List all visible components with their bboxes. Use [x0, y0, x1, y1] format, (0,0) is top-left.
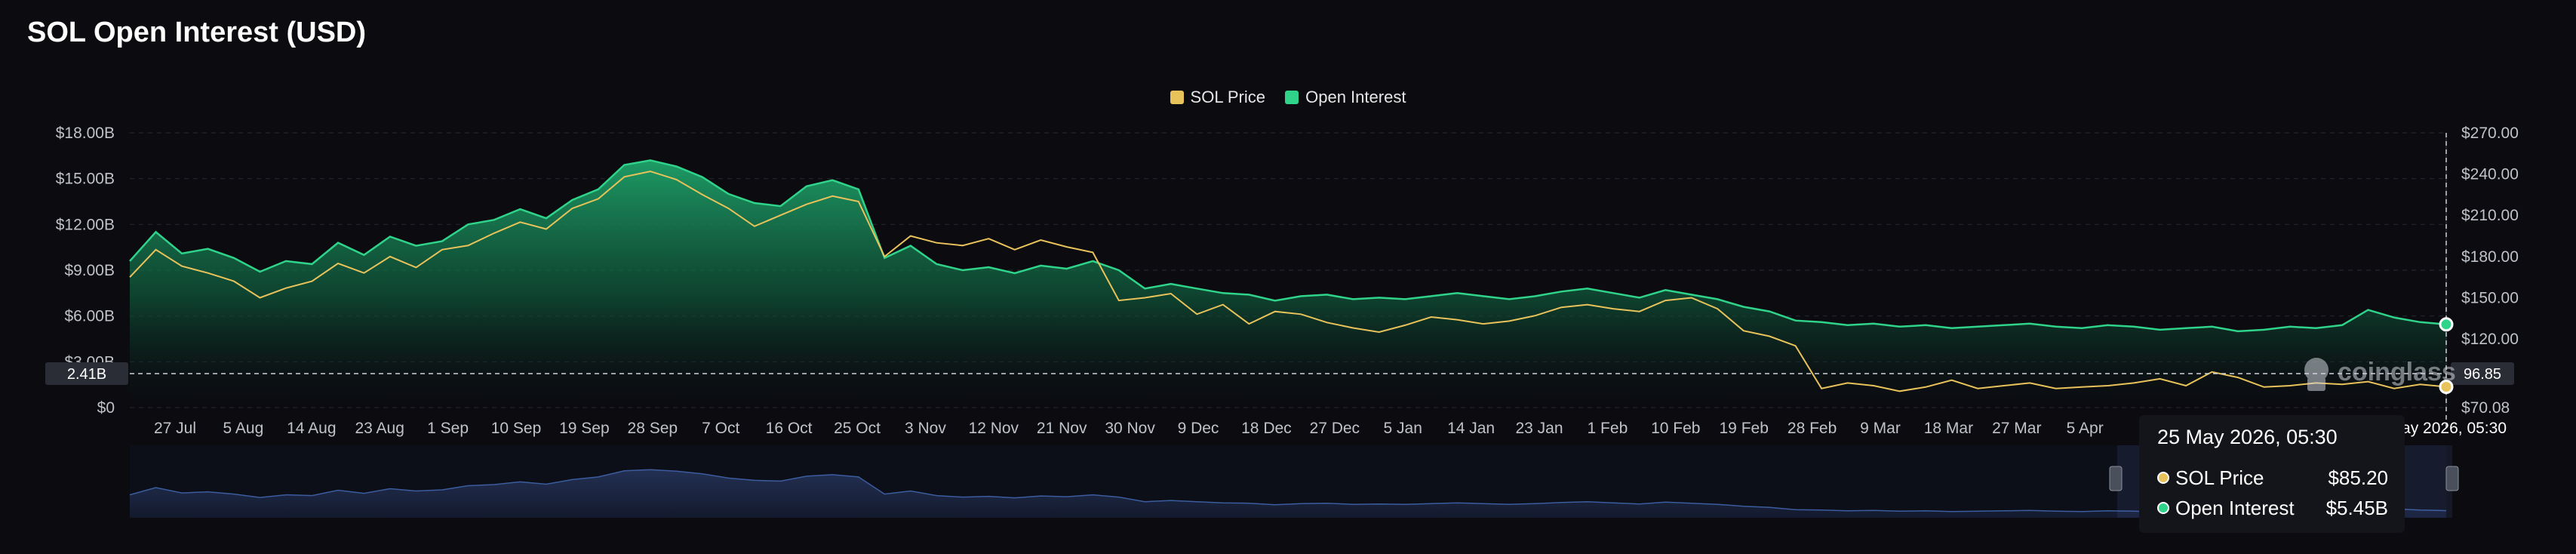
x-axis-tick: 27 Dec	[1310, 420, 1360, 437]
x-axis-tick: 28 Sep	[628, 420, 678, 437]
navigator-area	[130, 469, 2446, 518]
x-axis-tick: 21 Nov	[1037, 420, 1087, 437]
tooltip-label-sol-price: SOL Price	[2175, 466, 2264, 489]
time-navigator[interactable]	[129, 445, 2459, 518]
legend-swatch-open-interest	[1285, 91, 1299, 104]
page-title: SOL Open Interest (USD)	[27, 17, 367, 48]
legend-label-sol-price: SOL Price	[1190, 88, 1265, 106]
right-axis-tick: $120.00	[2461, 331, 2519, 348]
left-axis-tick: $6.00B	[64, 308, 115, 325]
x-axis-tick: 27 Mar	[1992, 420, 2041, 437]
crosshair-left-label: 2.41B	[67, 366, 106, 383]
legend-label-open-interest: Open Interest	[1305, 88, 1406, 106]
tooltip-row-open-interest: Open Interest $5.45B	[2157, 495, 2388, 521]
x-axis-tick: 3 Nov	[905, 420, 946, 437]
right-axis-tick: $70.08	[2461, 399, 2510, 417]
legend-item-sol-price[interactable]: SOL Price	[1170, 88, 1265, 107]
navigator-line	[129, 469, 2447, 513]
chart-legend: SOL Price Open Interest	[0, 88, 2576, 109]
open-interest-line	[129, 159, 2447, 333]
watermark: coinglass	[2304, 358, 2456, 391]
navigator-left-handle[interactable]	[2109, 466, 2123, 491]
left-axis-tick: $0	[97, 399, 115, 417]
x-axis-tick: 9 Mar	[1860, 420, 1901, 437]
tooltip-value-sol-price: $85.20	[2328, 466, 2388, 489]
x-axis-tick: 18 Mar	[1924, 420, 1973, 437]
x-axis-tick: 25 Oct	[834, 420, 881, 437]
x-axis: 27 Jul 5 Aug 14 Aug 23 Aug 1 Sep 10 Sep 19 Sep…	[154, 420, 2163, 437]
x-axis-tick: 19 Feb	[1720, 420, 1769, 437]
right-axis-tick: $240.00	[2461, 166, 2519, 183]
x-axis-tick: 5 Aug	[223, 420, 264, 437]
legend-swatch-sol-price	[1170, 91, 1184, 104]
watermark-text: coinglass	[2338, 358, 2456, 386]
right-axis-tick: $210.00	[2461, 207, 2519, 224]
right-axis-tick: $270.00	[2461, 125, 2519, 142]
x-axis-tick: 14 Jan	[1447, 420, 1495, 437]
x-axis-tick: 10 Sep	[491, 420, 542, 437]
x-axis-tick: 23 Aug	[355, 420, 404, 437]
sol-price-end-marker	[2439, 379, 2454, 394]
right-axis-tick: $180.00	[2461, 248, 2519, 266]
x-axis-tick: 23 Jan	[1515, 420, 1563, 437]
x-axis-tick: 18 Dec	[1241, 420, 1292, 437]
tooltip-value-open-interest: $5.45B	[2325, 496, 2388, 519]
tooltip-dot-sol-price	[2157, 472, 2169, 484]
x-axis-tick: 10 Feb	[1651, 420, 1700, 437]
left-axis-tick: $15.00B	[56, 171, 115, 188]
tooltip-label-open-interest: Open Interest	[2175, 496, 2295, 519]
x-axis-tick: 5 Jan	[1384, 420, 1422, 437]
open-interest-area	[130, 160, 2446, 408]
legend-item-open-interest[interactable]: Open Interest	[1285, 88, 1406, 107]
crosshair: 2.41B 96.85	[45, 133, 2514, 430]
x-axis-tick: 14 Aug	[287, 420, 336, 437]
x-axis-tick: 12 Nov	[969, 420, 1019, 437]
chart-tooltip: 25 May 2026, 05:30 SOL Price $85.20 Open…	[2139, 415, 2405, 533]
coinglass-logo-icon	[2304, 358, 2329, 391]
sol-price-line	[129, 170, 2447, 392]
tooltip-dot-open-interest	[2157, 502, 2169, 514]
tooltip-row-sol-price: SOL Price $85.20	[2157, 465, 2388, 491]
left-axis-tick: $12.00B	[56, 216, 115, 233]
crosshair-right-label: 96.85	[2464, 366, 2501, 383]
x-axis-tick: 1 Feb	[1588, 420, 1628, 437]
tooltip-date: 25 May 2026, 05:30	[2157, 426, 2338, 448]
left-axis-tick: $18.00B	[56, 125, 115, 142]
open-interest-end-marker	[2439, 317, 2454, 332]
series-end-markers	[2439, 317, 2454, 394]
right-axis-tick: $150.00	[2461, 289, 2519, 306]
x-axis-tick: 28 Feb	[1788, 420, 1837, 437]
x-axis-tick: 30 Nov	[1105, 420, 1155, 437]
x-axis-tick: 1 Sep	[427, 420, 469, 437]
x-axis-tick: 19 Sep	[559, 420, 610, 437]
navigator-right-handle[interactable]	[2445, 466, 2459, 491]
x-axis-tick: 5 Apr	[2067, 420, 2104, 437]
x-axis-tick: 27 Jul	[154, 420, 196, 437]
x-axis-tick: 16 Oct	[766, 420, 813, 437]
left-axis-tick: $9.00B	[64, 262, 115, 279]
x-axis-tick: 7 Oct	[702, 420, 739, 437]
x-axis-tick: 9 Dec	[1178, 420, 1219, 437]
